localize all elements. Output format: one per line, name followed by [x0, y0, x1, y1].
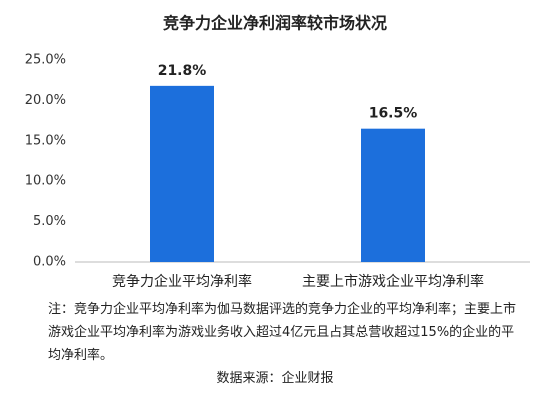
chart-title: 竞争力企业净利润率较市场状况	[163, 14, 387, 33]
chart: 竞争力企业净利润率较市场状况 0.0% 5.0% 10.0% 15.0% 20.0% 25…	[25, 14, 530, 290]
x-tick-label: 主要上市游戏企业平均净利率	[302, 273, 484, 290]
y-tick-label: 25.0%	[25, 53, 66, 68]
source: 数据来源：企业财报	[216, 371, 334, 386]
value-label: 21.8%	[158, 63, 207, 79]
y-tick-label: 20.0%	[25, 93, 66, 108]
value-label: 16.5%	[369, 106, 418, 122]
x-tick-label: 竞争力企业平均净利率	[112, 273, 252, 290]
y-tick-label: 10.0%	[25, 174, 66, 189]
y-tick-label: 15.0%	[25, 133, 66, 148]
note: 注：竞争力企业平均净利率为伽马数据评选的竞争力企业的平均净利率；主要上市游戏企业…	[48, 302, 517, 363]
y-tick-label: 5.0%	[33, 214, 66, 229]
bar	[150, 85, 214, 262]
y-tick-label: 0.0%	[33, 255, 66, 270]
bar	[361, 128, 425, 262]
